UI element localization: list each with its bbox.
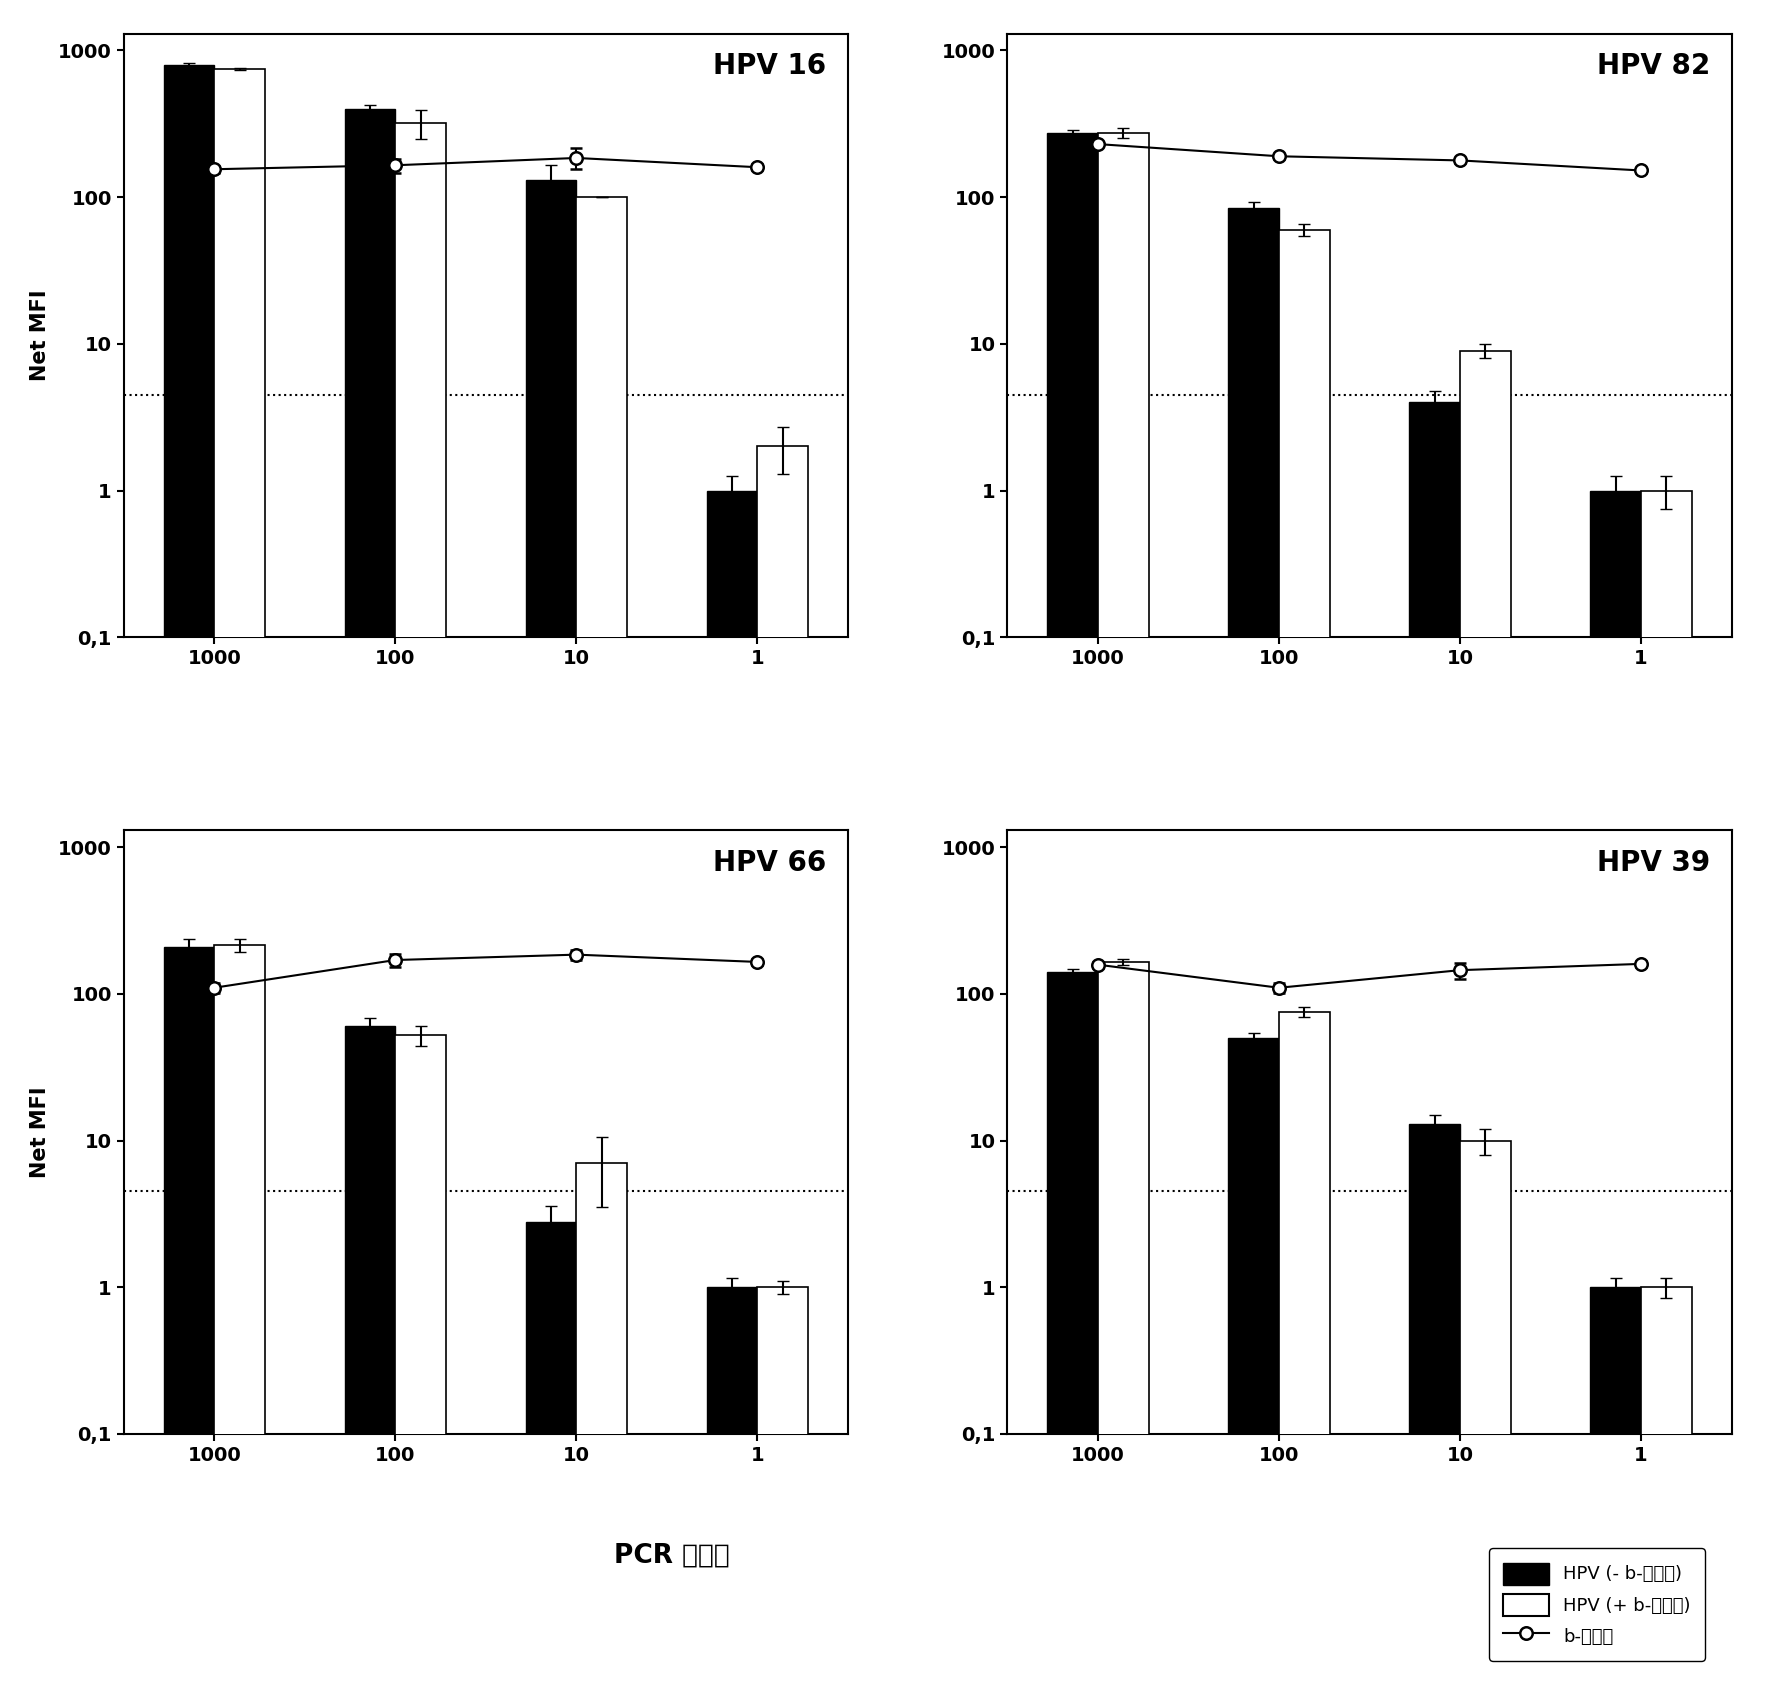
Bar [1097, 962, 1149, 1687]
Text: HPV 39: HPV 39 [1597, 849, 1710, 877]
Bar [1460, 1140, 1511, 1687]
Bar [1097, 133, 1149, 1687]
Bar [1642, 491, 1691, 1687]
Bar [1590, 491, 1642, 1687]
Bar [1228, 1038, 1279, 1687]
Text: PCR 模板数: PCR 模板数 [613, 1544, 730, 1569]
Bar [576, 197, 627, 1687]
Bar [1410, 402, 1460, 1687]
Bar [214, 945, 265, 1687]
Bar [758, 1287, 808, 1687]
Bar [1228, 208, 1279, 1687]
Bar [164, 64, 214, 1687]
Bar [525, 181, 576, 1687]
Legend: HPV (- b-珠蛋白), HPV (+ b-珠蛋白), b-珠蛋白: HPV (- b-珠蛋白), HPV (+ b-珠蛋白), b-珠蛋白 [1490, 1549, 1705, 1662]
Bar [1279, 229, 1329, 1687]
Bar [1279, 1012, 1329, 1687]
Bar [707, 491, 758, 1687]
Bar [396, 123, 445, 1687]
Text: HPV 66: HPV 66 [714, 849, 827, 877]
Bar [1048, 972, 1097, 1687]
Bar [1590, 1287, 1642, 1687]
Bar [345, 1026, 396, 1687]
Bar [1048, 133, 1097, 1687]
Bar [1642, 1287, 1691, 1687]
Bar [1410, 1124, 1460, 1687]
Bar [396, 1036, 445, 1687]
Bar [164, 946, 214, 1687]
Bar [525, 1221, 576, 1687]
Bar [214, 69, 265, 1687]
Bar [345, 110, 396, 1687]
Y-axis label: Net MFI: Net MFI [30, 290, 49, 381]
Bar [707, 1287, 758, 1687]
Bar [758, 447, 808, 1687]
Y-axis label: Net MFI: Net MFI [30, 1086, 49, 1178]
Text: HPV 16: HPV 16 [714, 52, 827, 79]
Bar [1460, 351, 1511, 1687]
Text: HPV 82: HPV 82 [1597, 52, 1710, 79]
Bar [576, 1164, 627, 1687]
